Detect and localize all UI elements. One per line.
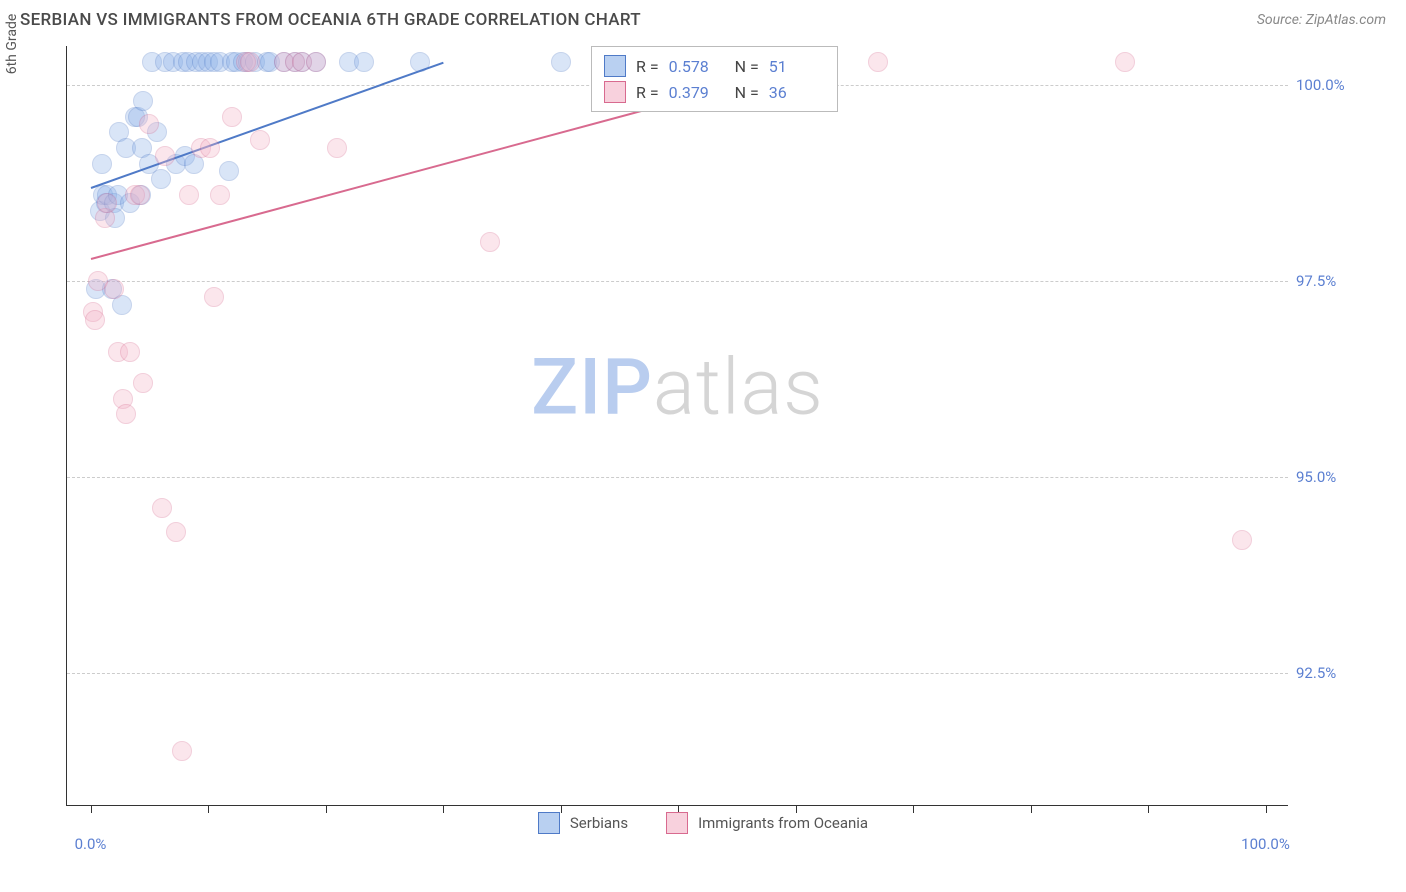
data-point <box>166 522 186 542</box>
legend-swatch <box>604 55 626 77</box>
y-axis-label: 6th Grade <box>4 14 20 75</box>
data-point <box>133 373 153 393</box>
chart-title: SERBIAN VS IMMIGRANTS FROM OCEANIA 6TH G… <box>20 10 641 30</box>
data-point <box>200 138 220 158</box>
data-point <box>551 52 571 72</box>
data-point <box>120 342 140 362</box>
plot-area: 92.5%95.0%97.5%100.0%0.0%100.0%ZIPatlasR… <box>66 46 1288 806</box>
data-point <box>152 498 172 518</box>
legend-swatch <box>666 812 688 834</box>
data-point <box>306 52 326 72</box>
data-point <box>130 185 150 205</box>
legend-bottom: Serbians Immigrants from Oceania <box>0 812 1406 834</box>
x-tick-label: 0.0% <box>75 835 107 853</box>
data-point <box>133 91 153 111</box>
y-tick-label: 100.0% <box>1296 76 1380 94</box>
legend-r-label: R = <box>636 83 659 102</box>
data-point <box>151 169 171 189</box>
legend-r-label: R = <box>636 57 659 76</box>
data-point <box>222 107 242 127</box>
legend-r-value: 0.578 <box>669 57 725 76</box>
source-credit: Source: ZipAtlas.com <box>1257 12 1386 28</box>
legend-n-value: 36 <box>769 83 825 102</box>
y-tick-label: 95.0% <box>1296 468 1380 486</box>
y-tick-label: 97.5% <box>1296 272 1380 290</box>
data-point <box>219 161 239 181</box>
data-point <box>354 52 374 72</box>
data-point <box>204 287 224 307</box>
legend-n-label: N = <box>735 83 759 102</box>
legend-item: Immigrants from Oceania <box>666 812 868 834</box>
legend-stats-row: R = 0.578 N = 51 <box>604 53 825 79</box>
data-point <box>240 52 260 72</box>
watermark: ZIPatlas <box>531 342 824 433</box>
data-point <box>97 193 117 213</box>
data-point <box>92 154 112 174</box>
legend-swatch <box>604 81 626 103</box>
data-point <box>327 138 347 158</box>
x-tick-label: 100.0% <box>1241 835 1290 853</box>
legend-n-value: 51 <box>769 57 825 76</box>
data-point <box>210 185 230 205</box>
legend-series-name: Immigrants from Oceania <box>698 814 868 832</box>
legend-n-label: N = <box>735 57 759 76</box>
data-point <box>480 232 500 252</box>
data-point <box>179 185 199 205</box>
data-point <box>250 130 270 150</box>
data-point <box>139 114 159 134</box>
gridline-h <box>67 477 1288 478</box>
data-point <box>868 52 888 72</box>
legend-r-value: 0.379 <box>669 83 725 102</box>
legend-stats: R = 0.578 N = 51 R = 0.379 N = 36 <box>591 46 838 112</box>
data-point <box>155 146 175 166</box>
y-tick-label: 92.5% <box>1296 664 1380 682</box>
gridline-h <box>67 673 1288 674</box>
legend-swatch <box>538 812 560 834</box>
legend-item: Serbians <box>538 812 628 834</box>
data-point <box>116 404 136 424</box>
legend-stats-row: R = 0.379 N = 36 <box>604 79 825 105</box>
data-point <box>1115 52 1135 72</box>
data-point <box>85 310 105 330</box>
data-point <box>172 741 192 761</box>
data-point <box>1232 530 1252 550</box>
data-point <box>104 279 124 299</box>
legend-series-name: Serbians <box>570 814 628 832</box>
gridline-h <box>67 281 1288 282</box>
